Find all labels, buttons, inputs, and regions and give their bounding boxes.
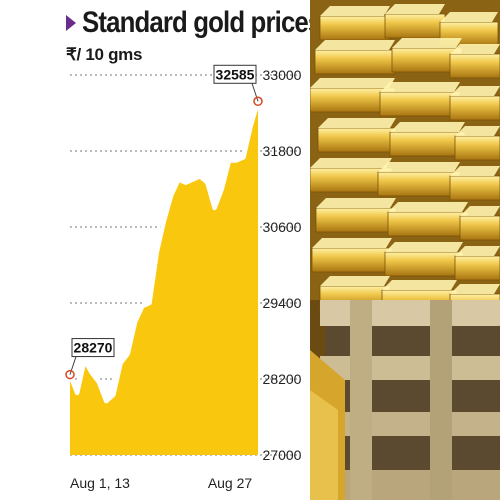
y-tick-33000: 33000: [263, 67, 302, 83]
annotation-label-2: 32585: [216, 66, 255, 82]
y-axis-ticks: 27000 28200 29400 30600 31800 33000: [263, 67, 302, 463]
y-tick-29400: 29400: [263, 295, 302, 311]
annotation-box-1: [71, 338, 115, 358]
chart-subtitle: ₹/ 10 gms: [66, 45, 143, 64]
x-tick-1: Aug 1, 13: [70, 475, 130, 491]
price-area: [70, 101, 258, 456]
y-tick-28200: 28200: [263, 371, 302, 387]
annotations: 28270 32585: [65, 64, 263, 380]
x-tick-2: Aug 27: [208, 475, 253, 491]
title-row: Standard gold prices: [66, 4, 360, 42]
price-line: [67, 99, 261, 404]
annotation-box-2: [213, 64, 257, 84]
x-axis-ticks: Aug 1, 13 Aug 27: [70, 475, 252, 491]
annotation-leader-1: [69, 356, 77, 375]
annotation-marker-2: [253, 96, 263, 107]
gold-bars-photo: [310, 0, 500, 500]
title-marker-icon: [66, 15, 76, 31]
y-tick-27000: 27000: [263, 447, 302, 463]
chart-title: Standard gold prices: [82, 6, 322, 39]
annotation-label-1: 28270: [74, 340, 113, 356]
y-tick-31800: 31800: [263, 143, 302, 159]
annotation-leader-2: [251, 83, 259, 102]
y-tick-30600: 30600: [263, 219, 302, 235]
annotation-marker-1: [65, 369, 75, 380]
